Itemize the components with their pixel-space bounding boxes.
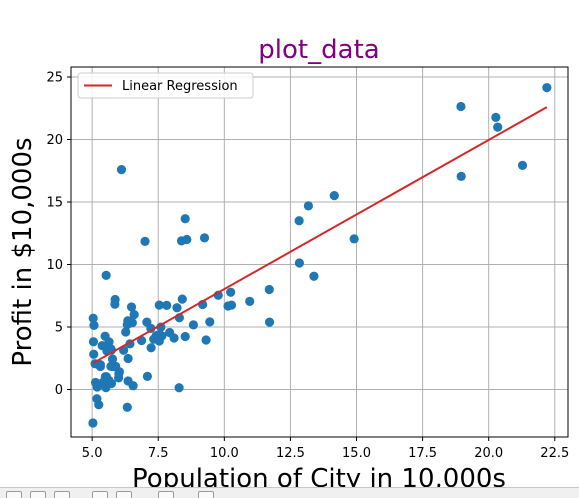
scatter-point [99, 377, 109, 387]
y-tick-label: 0 [55, 383, 63, 398]
legend: Linear Regression [77, 72, 254, 99]
data-series [88, 83, 552, 428]
scatter-point [154, 300, 164, 310]
zoom-icon[interactable] [116, 491, 132, 498]
scatter-point [493, 122, 503, 132]
scatter-point [122, 402, 132, 412]
scatter-point [106, 361, 116, 371]
y-tick-label: 5 [55, 321, 63, 336]
scatter-point [88, 313, 98, 323]
scatter-point [146, 323, 156, 333]
scatter-point [142, 371, 153, 381]
scatter-point [136, 335, 147, 346]
chart-title: plot_data [258, 35, 379, 65]
plot-area: 5.0 7.5 10.0 12.5 15.0 17.5 20.0 22.5 0 5 10 15 20 25 [46, 66, 569, 462]
x-tick-label: 7.5 [148, 446, 169, 461]
scatter-point [182, 234, 192, 245]
scatter-point [349, 234, 359, 244]
x-tick-label: 17.5 [408, 446, 437, 461]
x-tick-label: 12.5 [276, 446, 305, 461]
scatter-point [169, 333, 179, 343]
save-icon[interactable] [198, 491, 214, 498]
y-tick-label: 20 [46, 133, 63, 148]
scatter-point [92, 394, 102, 404]
scatter-point [116, 165, 127, 175]
scatter-point [226, 287, 236, 297]
scatter-point [517, 160, 528, 170]
scatter-point [294, 216, 304, 226]
legend-label-linear-regression: Linear Regression [122, 79, 238, 94]
scatter-point [140, 236, 150, 246]
y-axis-label: Profit in $10,000s [8, 137, 38, 366]
scatter-point [174, 383, 184, 393]
x-tick-label: 10.0 [210, 446, 239, 461]
scatter-point [491, 112, 501, 122]
scatter-point [89, 320, 99, 330]
scatter-point [95, 360, 105, 370]
x-tick-label: 20.0 [474, 446, 503, 461]
scatter-point [205, 317, 215, 327]
scatter-point [123, 353, 133, 364]
x-tick-label: 22.5 [540, 446, 569, 461]
scatter-point [188, 320, 198, 330]
x-tick-label: 15.0 [342, 446, 371, 461]
regression-line [92, 106, 548, 365]
scatter-point [180, 331, 190, 342]
scatter-point [177, 294, 187, 304]
forward-icon[interactable] [54, 491, 70, 498]
scatter-point [104, 337, 114, 347]
scatter-point [162, 300, 172, 310]
legend-box [77, 72, 254, 99]
scatter-point [157, 331, 167, 341]
axes-background [71, 67, 568, 437]
scatter-point [126, 302, 137, 312]
scatter-point [92, 382, 102, 392]
y-tick-label: 15 [46, 196, 63, 211]
scatter-point [88, 337, 99, 347]
axis-ticks: 5.0 7.5 10.0 12.5 15.0 17.5 20.0 22.5 0 5 10 15 20 25 [46, 71, 569, 462]
scatter-point [199, 233, 210, 243]
y-tick-label: 25 [46, 71, 63, 86]
scatter-point [129, 310, 139, 320]
scatter-point [264, 284, 274, 295]
subplots-icon[interactable] [158, 491, 174, 498]
navigation-toolbar [0, 487, 579, 498]
scatter-point [201, 335, 211, 345]
y-tick-label: 10 [46, 258, 63, 273]
scatter-point [264, 317, 275, 327]
scatter-point [123, 376, 133, 386]
home-icon[interactable] [6, 491, 22, 498]
scatter-point [101, 270, 111, 280]
scatter-point [303, 201, 313, 211]
pan-icon[interactable] [92, 491, 108, 498]
scatter-point [456, 101, 466, 112]
scatter-point [146, 343, 156, 353]
scatter-point [309, 271, 319, 281]
scatter-point [542, 83, 552, 93]
grid-lines [71, 67, 568, 437]
scatter-point [121, 327, 131, 337]
scatter-point [127, 318, 137, 328]
scatter-point [107, 354, 118, 364]
scatter-point [294, 258, 305, 268]
scatter-point [329, 191, 339, 201]
axes-frame [70, 66, 569, 438]
scatter-point [456, 171, 466, 181]
scatter-point [172, 303, 182, 313]
scatter-point [156, 322, 166, 332]
scatter-point [89, 349, 99, 359]
scatter-point [110, 294, 120, 305]
x-tick-label: 5.0 [82, 446, 103, 461]
scatter-point [226, 300, 237, 310]
scatter-point [88, 418, 98, 428]
back-icon[interactable] [30, 491, 46, 498]
scatter-point [245, 296, 255, 306]
scatter-point [180, 214, 190, 224]
scatter-point [113, 373, 124, 383]
